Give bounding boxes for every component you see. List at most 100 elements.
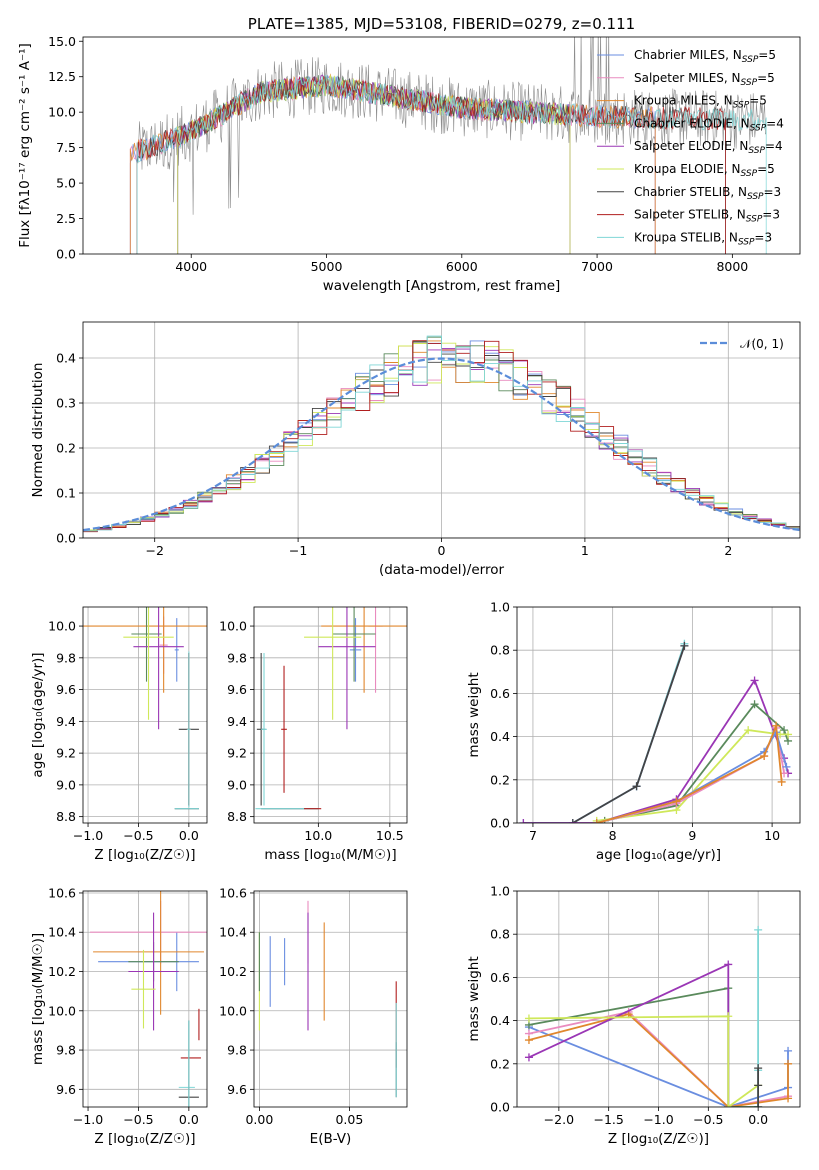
weight-marker (724, 1012, 733, 1021)
weight-line (528, 1015, 759, 1107)
x-tick-label: −0.5 (123, 828, 153, 843)
y-tick-label: 5.0 (56, 176, 76, 191)
weight-series (519, 639, 689, 823)
weight-line (572, 645, 686, 823)
y-tick-label: 10.6 (219, 885, 247, 900)
y-tick-label: 0.0 (56, 247, 76, 262)
weight-line (596, 725, 783, 823)
y-axis-label: Normed distribution (30, 363, 46, 498)
weight-marker (784, 730, 793, 739)
legend-suffix: =3 (764, 185, 782, 199)
legend: 𝒩(0, 1) (700, 337, 784, 351)
error-bar-point (131, 949, 156, 1029)
legend-label: 𝒩(0, 1) (740, 337, 784, 351)
y-tick-label: 9.8 (56, 650, 76, 665)
x-tick-label: 1 (581, 543, 589, 558)
error-bar-point (318, 607, 376, 730)
y-tick-label: 0.1 (56, 486, 76, 501)
x-tick-label: 6000 (446, 259, 478, 274)
weight-marker (780, 726, 789, 735)
error-bar-point (304, 607, 362, 720)
weight-series (568, 641, 689, 823)
y-tick-label: 0.0 (56, 531, 76, 546)
weight-series (568, 641, 689, 823)
y-axis-label: mass weight (466, 956, 482, 1041)
y-tick-label: 0.4 (56, 351, 76, 366)
legend-suffix: =5 (757, 162, 775, 176)
weight-marker (777, 777, 786, 786)
weight-marker (724, 1103, 733, 1107)
legend-suffix: =4 (766, 116, 784, 130)
plot-area (517, 607, 800, 823)
legend-text: Salpeter MILES, N (634, 71, 741, 85)
y-tick-label: 8.8 (227, 809, 247, 824)
y-tick-label: 1.0 (490, 600, 510, 615)
legend-text: Salpeter STELIB, N (634, 208, 746, 222)
weight-marker (632, 782, 641, 791)
legend-label: Salpeter MILES, NSSP=5 (634, 71, 775, 88)
legend-subscript: SSP (741, 78, 758, 88)
y-tick-label: 0.2 (490, 1056, 510, 1071)
plot-area (254, 891, 407, 1107)
y-tick-label: 0.8 (490, 927, 510, 942)
x-tick-label: −1.0 (73, 1112, 103, 1127)
panel-8: −2.0 −1.5 −1.0 −0.5 0.0 0.0 0.2 0.4 0.6 0.8 1.0 Z [… (466, 884, 801, 1147)
x-axis-label: Z [log₁₀(Z/Z☉)] (94, 847, 195, 863)
y-tick-label: 0.3 (56, 396, 76, 411)
x-tick-label: 4000 (175, 259, 207, 274)
panel-5: 7 8 9 10 0.0 0.2 0.4 0.6 0.8 1.0 age [log₁₀(age/yr… (466, 600, 801, 863)
error-bar-point (131, 607, 162, 682)
legend-subscript: SSP (742, 55, 759, 65)
y-axis-label: mass weight (466, 672, 482, 757)
weight-marker (744, 726, 753, 735)
legend-label: Chabrier STELIB, NSSP=3 (634, 185, 781, 202)
weight-line (572, 645, 686, 823)
legend-subscript: SSP (747, 192, 764, 202)
weight-line (528, 1013, 789, 1107)
error-bar-point (123, 607, 174, 720)
error-bar-point (83, 607, 207, 693)
x-axis-label: mass [log₁₀(M/M☉)] (264, 847, 396, 863)
y-tick-label: 9.6 (227, 1082, 247, 1097)
weight-marker (784, 1046, 793, 1055)
y-tick-label: 0.8 (490, 643, 510, 658)
plot-area (83, 322, 800, 538)
y-tick-label: 2.5 (56, 211, 76, 226)
panel-3: −1.0 −0.5 0.0 8.8 9.0 9.2 9.4 9.6 9.8 10.0 Z [log₁… (30, 606, 208, 863)
x-axis-label: Z [log₁₀(Z/Z☉)] (94, 1131, 195, 1147)
x-tick-label: −1.5 (593, 1112, 623, 1127)
weight-series (524, 960, 733, 1107)
y-tick-label: 12.5 (48, 69, 76, 84)
y-tick-label: 9.6 (56, 1082, 76, 1097)
weight-marker (772, 721, 781, 730)
legend-label: Salpeter STELIB, NSSP=3 (634, 208, 780, 225)
weight-marker (754, 925, 763, 934)
weight-marker (760, 752, 769, 761)
legend-label: Salpeter ELODIE, NSSP=4 (634, 139, 783, 156)
x-tick-label: −0.5 (123, 1112, 153, 1127)
y-tick-label: 9.0 (227, 777, 247, 792)
x-tick-label: 10.5 (376, 828, 404, 843)
legend-text: Kroupa STELIB, N (634, 230, 738, 244)
plot-area (83, 891, 207, 1107)
model-spectrum (136, 75, 767, 254)
legend-subscript: SSP (733, 101, 750, 111)
y-tick-label: 0.6 (490, 970, 510, 985)
legend-label: Kroupa MILES, NSSP=5 (634, 94, 767, 111)
y-tick-label: 10.2 (219, 964, 247, 979)
y-tick-label: 0.0 (490, 816, 510, 831)
y-axis-label: Flux [fλ10⁻¹⁷ erg cm⁻² s⁻¹ A⁻¹] (17, 43, 33, 248)
legend-text: Chabrier ELODIE, N (634, 116, 750, 130)
y-tick-label: 9.0 (56, 777, 76, 792)
weight-marker (754, 1103, 763, 1107)
x-tick-label: 0.05 (335, 1112, 363, 1127)
y-tick-label: 1.0 (490, 884, 510, 899)
x-tick-label: 9 (688, 828, 696, 843)
y-tick-label: 9.8 (56, 1043, 76, 1058)
axes-frame (516, 606, 801, 824)
axes-frame (253, 606, 408, 824)
y-tick-label: 0.4 (490, 1013, 510, 1028)
y-axis-label: mass [log₁₀(M/M☉)] (30, 933, 46, 1065)
